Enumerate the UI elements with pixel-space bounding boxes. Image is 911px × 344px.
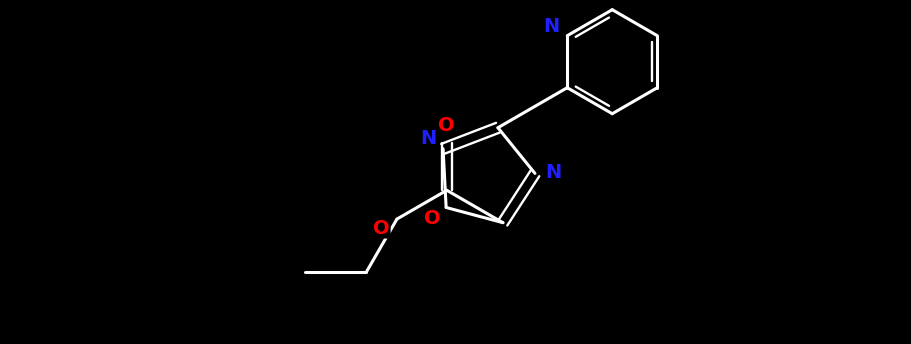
Text: N: N: [544, 17, 559, 36]
Text: O: O: [424, 209, 440, 228]
Text: N: N: [420, 129, 436, 149]
Text: O: O: [373, 218, 390, 238]
Text: N: N: [545, 163, 561, 182]
Text: O: O: [438, 116, 456, 135]
